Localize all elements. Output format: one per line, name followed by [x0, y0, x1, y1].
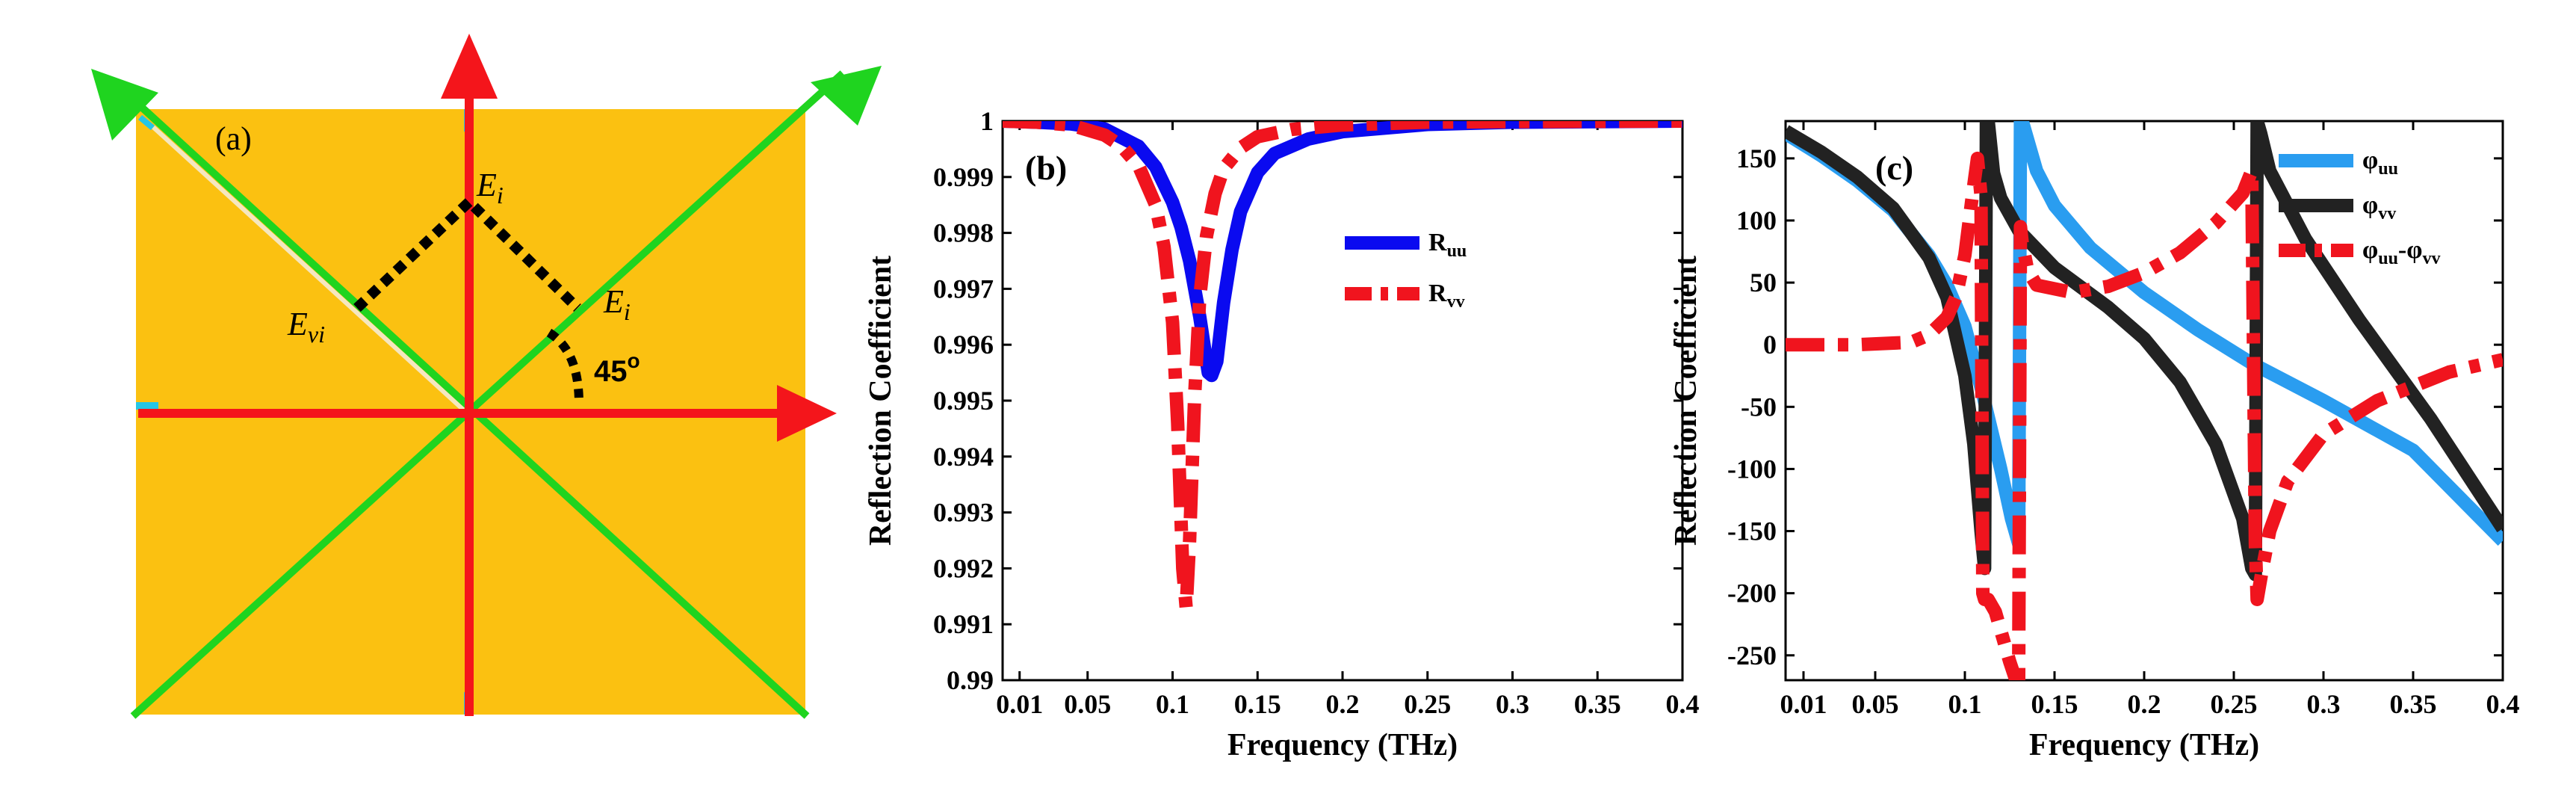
- x-tick-label: 0.1: [1948, 689, 1982, 719]
- y-tick-label: -150: [1727, 516, 1777, 546]
- x-tick-label: 0.05: [1064, 689, 1111, 719]
- y-tick-label: 1: [980, 106, 994, 136]
- x-tick-label: 0.4: [2486, 689, 2520, 719]
- red-arrowhead-up: [441, 34, 498, 99]
- y-tick-label: 100: [1736, 206, 1777, 235]
- x-tick-label: 0.35: [2390, 689, 2437, 719]
- x-tick-label: 0.3: [2307, 689, 2341, 719]
- x-tick-label: 0.35: [1574, 689, 1621, 719]
- y-tick-label: -100: [1727, 454, 1777, 484]
- dotted-projection: [353, 194, 581, 312]
- y-tick-label: 0.994: [933, 442, 994, 472]
- x-axis-label: Frequency (THz): [2029, 728, 2259, 762]
- plot-area: [1786, 121, 2503, 680]
- x-tick-label: 0.01: [996, 689, 1043, 719]
- chart-c: 0.01 0.05 0.1 0.15 0.2 0.25 0.3 0.35 0.4 -250 -200…: [1669, 120, 2520, 762]
- red-arrowhead-right: [777, 385, 837, 442]
- edge-mark: [136, 402, 158, 410]
- panel-label: (c): [1875, 149, 1913, 187]
- x-tick-label: 0.3: [1496, 689, 1529, 719]
- series-line-2: [1786, 151, 2503, 680]
- ei-top-label: Ei: [476, 167, 504, 209]
- x-tick-label: 0.05: [1852, 689, 1899, 719]
- y-tick-label: 0.993: [933, 498, 994, 528]
- series-line-1: [1786, 121, 2503, 582]
- legend-label-0: Ruu: [1428, 229, 1467, 261]
- panel-label: (b): [1025, 149, 1067, 187]
- x-tick-label: 0.2: [1326, 689, 1360, 719]
- diagonal-highlight: [151, 125, 465, 412]
- y-tick-label: 0.991: [933, 609, 994, 639]
- panel-a-diagram: (a) Ei Ei Evi 45o: [91, 34, 882, 719]
- x-tick-label: 0.15: [1234, 689, 1281, 719]
- green-diagonal-1: [130, 70, 846, 719]
- x-tick-label: 0.25: [2211, 689, 2258, 719]
- x-tick-label: 0.4: [1666, 689, 1700, 719]
- y-tick-label: 150: [1736, 144, 1777, 173]
- y-axis-label: Reflection Coefficient: [864, 256, 898, 546]
- axes-frame: [1001, 120, 1684, 682]
- y-tick-label: 0.999: [933, 162, 994, 192]
- plot-area: [1003, 121, 1682, 614]
- y-tick-label: -50: [1741, 392, 1777, 422]
- angle-arc: [546, 328, 583, 404]
- chart-b: 0.01 0.05 0.1 0.15 0.2 0.25 0.3 0.35 0.4 0.99 0.99…: [864, 106, 1700, 762]
- y-axis-label: Reflection Coefficient: [1669, 256, 1703, 546]
- green-arrowhead-nw: [91, 69, 158, 141]
- angle-label: 45o: [594, 349, 640, 388]
- x-tick-label: 0.25: [1404, 689, 1451, 719]
- y-tick-label: 0.998: [933, 218, 994, 248]
- green-arrowhead-ne: [811, 66, 882, 126]
- panel-a-label: (a): [215, 120, 252, 157]
- legend-label-0: φuu: [2362, 147, 2398, 179]
- y-tick-label: 0.997: [933, 274, 994, 303]
- series-line-0: [1003, 121, 1682, 383]
- series-line-1: [1003, 121, 1682, 614]
- ei-right-label: Ei: [603, 283, 631, 325]
- x-tick-label: 0.2: [2128, 689, 2161, 719]
- y-tick-label: 0.995: [933, 386, 994, 416]
- y-tick-label: 0: [1763, 330, 1777, 360]
- x-tick-label: 0.01: [1780, 689, 1827, 719]
- legend-label-1: φvv: [2362, 191, 2396, 223]
- x-tick-label: 0.15: [2031, 689, 2078, 719]
- y-tick-label: 0.99: [947, 665, 994, 695]
- y-tick-label: 0.992: [933, 553, 994, 583]
- x-tick-label: 0.1: [1156, 689, 1189, 719]
- edge-mark: [138, 114, 155, 131]
- legend-label-2: φuu-φvv: [2362, 236, 2440, 268]
- y-tick-label: -200: [1727, 579, 1777, 608]
- legend-label-1: Rvv: [1428, 280, 1465, 312]
- y-tick-label: -250: [1727, 641, 1777, 670]
- y-tick-label: 50: [1750, 268, 1777, 297]
- evi-label: Evi: [287, 306, 325, 348]
- x-axis-label: Frequency (THz): [1227, 728, 1458, 762]
- y-tick-label: 0.996: [933, 330, 994, 360]
